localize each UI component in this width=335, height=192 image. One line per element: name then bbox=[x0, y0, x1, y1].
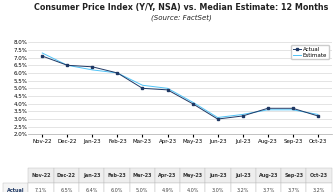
Actual bbox=[316, 115, 320, 117]
Estimate bbox=[216, 116, 220, 119]
Actual bbox=[116, 72, 120, 74]
Actual bbox=[165, 89, 170, 91]
Actual bbox=[140, 87, 144, 89]
Estimate bbox=[116, 72, 120, 74]
Line: Actual: Actual bbox=[41, 55, 319, 120]
Actual bbox=[241, 115, 245, 117]
Legend: Actual, Estimate: Actual, Estimate bbox=[291, 45, 329, 60]
Actual bbox=[216, 118, 220, 120]
Estimate bbox=[165, 87, 170, 89]
Text: Consumer Price Index (Y/Y, NSA) vs. Median Estimate: 12 Months: Consumer Price Index (Y/Y, NSA) vs. Medi… bbox=[34, 3, 328, 12]
Estimate bbox=[316, 113, 320, 116]
Estimate bbox=[40, 52, 44, 54]
Estimate bbox=[266, 109, 270, 111]
Actual bbox=[40, 55, 44, 57]
Estimate bbox=[140, 84, 144, 86]
Actual bbox=[291, 107, 295, 109]
Estimate bbox=[191, 101, 195, 103]
Text: (Source: FactSet): (Source: FactSet) bbox=[150, 14, 211, 21]
Estimate bbox=[291, 109, 295, 111]
Line: Estimate: Estimate bbox=[42, 53, 318, 118]
Actual bbox=[191, 103, 195, 105]
Estimate bbox=[90, 69, 94, 71]
Estimate bbox=[241, 113, 245, 116]
Actual bbox=[65, 64, 69, 66]
Actual bbox=[90, 66, 94, 68]
Estimate bbox=[65, 64, 69, 66]
Actual bbox=[266, 107, 270, 109]
